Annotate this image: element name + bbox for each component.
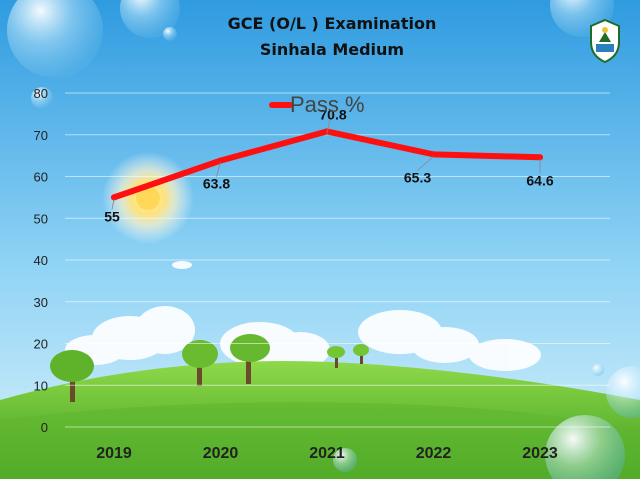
y-tick-label: 0 xyxy=(41,420,48,435)
leader-line xyxy=(326,107,334,134)
x-tick-label: 2022 xyxy=(416,445,452,462)
x-tick-label: 2023 xyxy=(522,445,558,462)
y-tick-label: 20 xyxy=(34,337,48,352)
y-tick-label: 10 xyxy=(34,378,48,393)
data-point xyxy=(430,151,437,158)
y-tick-label: 80 xyxy=(34,86,48,101)
water-drop-icons xyxy=(7,0,640,479)
legend-label: Pass % xyxy=(290,92,365,117)
data-label: 55 xyxy=(104,208,120,224)
data-label: 70.8 xyxy=(319,106,346,122)
data-label: 64.6 xyxy=(526,172,553,188)
chart-title-line-2: Sinhala Medium xyxy=(259,40,405,59)
data-label: 65.3 xyxy=(404,169,431,185)
ministry-emblem-icon xyxy=(590,18,620,64)
x-tick-label: 2019 xyxy=(96,445,132,462)
y-tick-label: 40 xyxy=(34,253,48,268)
x-tick-label: 2020 xyxy=(203,445,239,462)
data-label: 63.8 xyxy=(203,176,230,192)
data-point xyxy=(111,194,117,201)
y-tick-label: 50 xyxy=(34,211,48,226)
data-point xyxy=(217,157,224,164)
x-tick-label: 2021 xyxy=(309,445,345,462)
chart-title-line-1: GCE (O/L ) Examination xyxy=(227,14,437,33)
y-tick-label: 70 xyxy=(34,128,48,143)
leader-line xyxy=(216,162,221,177)
data-point xyxy=(324,128,330,135)
leader-line xyxy=(111,199,115,210)
y-tick-label: 30 xyxy=(34,295,48,310)
y-tick-label: 60 xyxy=(34,170,48,185)
data-point xyxy=(537,154,543,161)
series-line-pass-percent xyxy=(111,128,543,201)
leader-line xyxy=(417,156,434,171)
